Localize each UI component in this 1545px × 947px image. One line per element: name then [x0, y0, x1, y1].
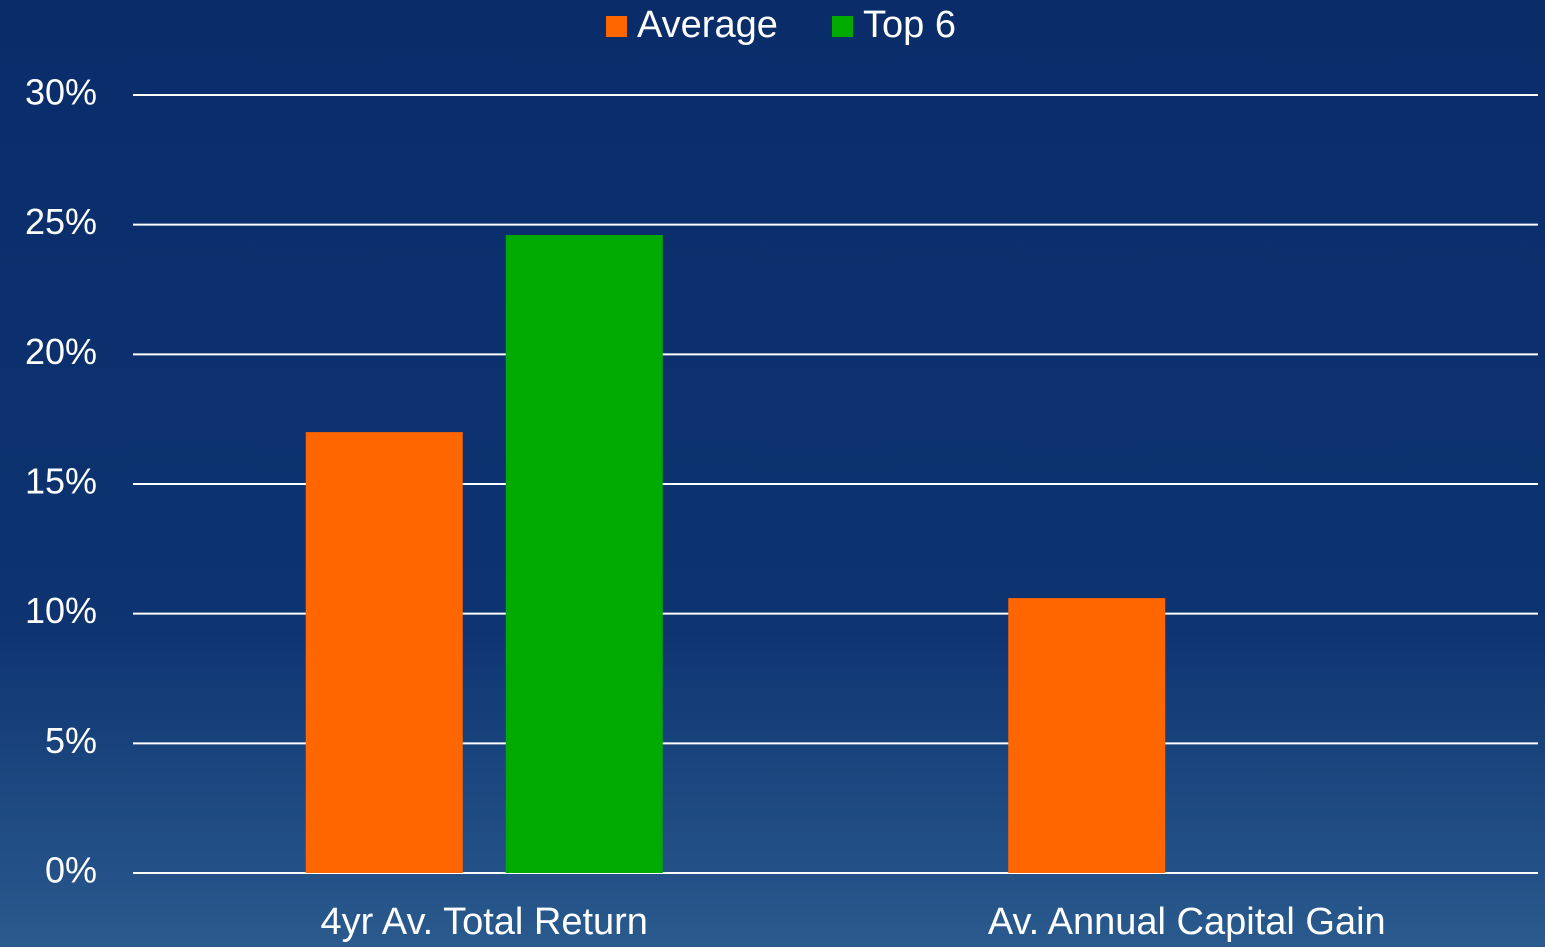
x-tick-label: Av. Annual Capital Gain [988, 901, 1386, 943]
y-tick-label: 15% [25, 461, 97, 502]
bar [305, 432, 463, 873]
legend-swatch [832, 16, 853, 37]
y-tick-label: 0% [45, 850, 97, 891]
legend-label: Average [637, 4, 778, 46]
legend-swatch [606, 16, 627, 37]
x-tick-label: 4yr Av. Total Return [321, 901, 648, 943]
y-tick-label: 5% [45, 720, 97, 761]
y-tick-label: 10% [25, 590, 97, 631]
bar [1008, 598, 1166, 873]
bar [505, 235, 663, 874]
y-tick-label: 20% [25, 331, 97, 372]
y-tick-label: 25% [25, 201, 97, 242]
y-tick-label: 30% [25, 72, 97, 113]
legend-label: Top 6 [863, 4, 956, 46]
